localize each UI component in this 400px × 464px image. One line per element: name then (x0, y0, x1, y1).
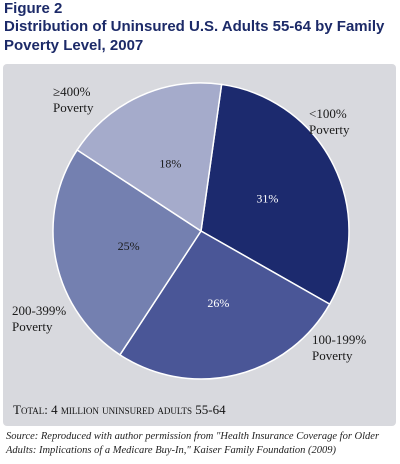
source-note: Source: Reproduced with author permissio… (6, 431, 380, 456)
pie-slices (52, 82, 350, 380)
category-label-100-199-line2: Poverty (312, 348, 353, 363)
category-label-400-plus: ≥400% Poverty (53, 84, 94, 115)
category-label-200-399-line2: Poverty (12, 319, 53, 334)
category-label-100-199: 100-199% Poverty (312, 332, 369, 363)
category-label-under-100: <100% Poverty (309, 106, 350, 137)
category-label-400-plus-line2: Poverty (53, 100, 94, 115)
figure-label: Figure 2 (4, 0, 63, 17)
category-label-200-399-line1: 200-399% (12, 303, 66, 318)
pie-value-labels: 31% 26% 25% 18% (118, 157, 279, 310)
pie-slice-100-199 (118, 229, 331, 380)
category-label-under-100-line1: <100% (309, 106, 347, 121)
category-label-under-100-line2: Poverty (309, 122, 350, 137)
value-label-400-plus: 18% (159, 157, 181, 171)
category-label-200-399: 200-399% Poverty (12, 303, 69, 334)
value-label-200-399: 25% (118, 239, 140, 253)
category-label-100-199-line1: 100-199% (312, 332, 366, 347)
category-label-400-plus-line1: ≥400% (53, 84, 91, 99)
pie-slice-400-plus (76, 82, 223, 233)
chart-title: Distribution of Uninsured U.S. Adults 55… (4, 18, 385, 54)
value-label-100-199: 26% (207, 296, 229, 310)
total-footnote: Total: 4 million uninsured adults 55-64 (13, 402, 226, 417)
pie-slice-under-100 (200, 83, 350, 306)
pie-slice-200-399 (52, 148, 203, 356)
value-label-under-100: 31% (256, 191, 278, 205)
